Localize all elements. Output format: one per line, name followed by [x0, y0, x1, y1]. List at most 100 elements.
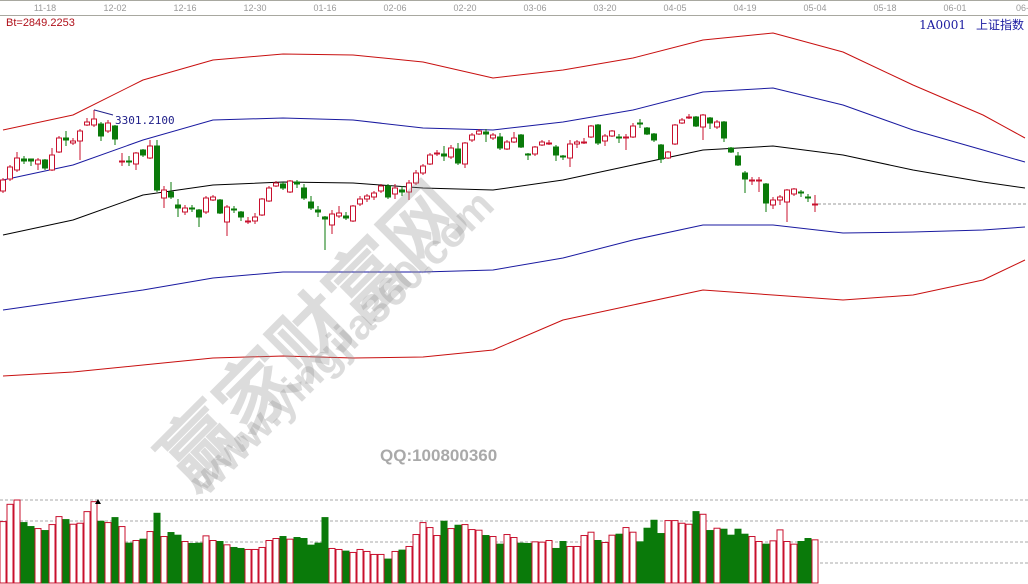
volume-bar [524, 542, 532, 584]
candle-body [728, 147, 734, 153]
volume-bar [678, 522, 686, 584]
candle-body [686, 116, 692, 119]
volume-bar [321, 517, 329, 584]
date-axis: 11-18 12-02 12-16 12-30 01-16 02-06 02-20 03-06… [0, 0, 1028, 16]
volume-bar [720, 528, 728, 584]
candle-body [70, 140, 76, 144]
volume-bar [496, 543, 504, 584]
volume-bar [34, 528, 42, 584]
candle-body [364, 195, 370, 200]
candle-body [644, 127, 650, 135]
candle-body [126, 160, 132, 163]
candle-body [805, 196, 811, 199]
candle-body [623, 136, 629, 139]
stock-title: 1A0001 上证指数 [919, 16, 1024, 33]
candle-body [378, 185, 384, 192]
candle-body [651, 133, 657, 141]
volume-bar [580, 535, 588, 584]
volume-bar [797, 541, 805, 584]
candle-body [546, 142, 552, 145]
candle-body [308, 201, 314, 209]
date-tick-label: 05-04 [803, 3, 827, 13]
candle-body [616, 136, 622, 139]
date-tick-label: 06-1 [1015, 3, 1028, 13]
band-line-middle [2, 145, 1026, 236]
candle-body [525, 153, 531, 156]
candle-body [462, 142, 468, 165]
candle-body [245, 220, 251, 223]
candle-body [602, 135, 608, 142]
volume-bar [111, 517, 119, 584]
candle-body [196, 209, 202, 218]
stock-code: 1A0001 [919, 18, 966, 32]
candle-body [112, 125, 118, 140]
candle-body [700, 114, 706, 128]
volume-bar [384, 558, 392, 584]
candle-body [357, 198, 363, 205]
date-tick-label: 03-20 [593, 3, 617, 13]
volume-bar [55, 516, 63, 584]
volume-bar [671, 520, 679, 584]
candle-body [392, 187, 398, 195]
volume-bar [636, 541, 644, 584]
volume-bar [699, 513, 707, 584]
candle-body [560, 155, 566, 158]
date-tick-label: 02-06 [383, 3, 407, 13]
candle-body [315, 209, 321, 213]
candle-body [105, 122, 111, 132]
volume-bar [419, 522, 427, 584]
volume-bar [405, 545, 413, 584]
date-tick-label: 06-01 [943, 3, 967, 13]
candle-body [420, 165, 426, 174]
volume-bar [363, 550, 371, 584]
candle-body [448, 147, 454, 158]
candle-body [42, 159, 48, 169]
candle-body [336, 212, 342, 217]
candle-body [630, 125, 636, 138]
candle-body [0, 179, 6, 192]
volume-bar [286, 538, 294, 584]
candle-body [350, 205, 356, 222]
candle-body [91, 118, 97, 126]
volume-bar [755, 541, 763, 584]
candle-body [224, 206, 230, 223]
volume-bar [804, 538, 812, 584]
volume-bar [643, 527, 651, 584]
volume-bar [349, 551, 357, 584]
volume-bar [566, 545, 574, 584]
candle-body [273, 182, 279, 187]
date-tick-label: 12-02 [103, 3, 127, 13]
volume-bar [391, 550, 399, 584]
candle-body [672, 124, 678, 145]
volume-bar [188, 542, 196, 584]
volume-bar [195, 542, 203, 584]
volume-bar [279, 536, 287, 584]
volume-bar [489, 536, 497, 584]
volume-bar [762, 543, 770, 584]
volume-bar [272, 538, 280, 584]
volume-bar [27, 526, 35, 584]
volume-bar [83, 511, 91, 584]
candle-body [63, 137, 69, 141]
volume-bar [447, 528, 455, 584]
candle-body [679, 119, 685, 124]
volume-bar [734, 528, 742, 584]
volume-bar [615, 533, 623, 584]
candle-body [21, 158, 27, 162]
volume-bar [258, 546, 266, 584]
volume-bar [650, 519, 658, 584]
max-volume-marker-icon [95, 499, 101, 504]
candle-body [35, 159, 41, 165]
volume-bar [510, 537, 518, 584]
volume-bar [482, 535, 490, 584]
candle-body [98, 123, 104, 137]
volume-bar [69, 523, 77, 584]
candle-body [609, 130, 615, 137]
candle-body [133, 152, 139, 165]
volume-bar [41, 530, 49, 584]
volume-bar [167, 532, 175, 584]
volume-bar [328, 547, 336, 584]
volume-bar [783, 541, 791, 584]
candle-body [161, 189, 167, 199]
